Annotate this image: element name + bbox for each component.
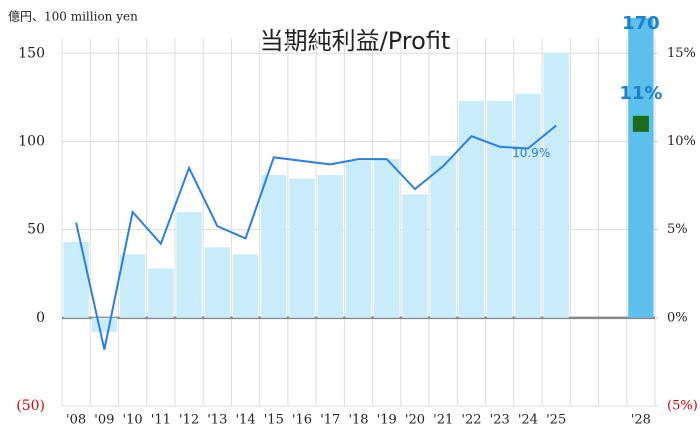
bar bbox=[543, 53, 569, 318]
bar bbox=[458, 100, 485, 318]
x-tick-label: '22 bbox=[461, 413, 481, 428]
y2-tick-label: 10% bbox=[667, 134, 696, 149]
chart-title: 当期純利益/Profit bbox=[260, 27, 451, 55]
bar bbox=[204, 247, 231, 318]
x-tick-label: '16 bbox=[292, 413, 312, 428]
bar bbox=[345, 160, 372, 318]
bar bbox=[261, 174, 287, 318]
x-tick-label: '23 bbox=[490, 413, 510, 428]
x-tick-label: '13 bbox=[207, 413, 227, 428]
line bbox=[75, 124, 557, 350]
y2-tick-label: (5%) bbox=[667, 399, 698, 414]
y-tick-label: 100 bbox=[18, 133, 45, 149]
x-tick-label: '19 bbox=[377, 413, 397, 428]
x-tick-label: '17 bbox=[320, 413, 340, 428]
x-tick-label: '21 bbox=[433, 413, 453, 428]
bar bbox=[148, 268, 174, 318]
x-tick-label: '25 bbox=[546, 413, 566, 428]
bar bbox=[628, 18, 654, 318]
y2-tick-label: 0% bbox=[667, 310, 688, 325]
y-tick-label: 0 bbox=[36, 310, 45, 326]
line-value-label: 11% bbox=[619, 83, 662, 104]
bar bbox=[430, 155, 456, 318]
y-tick-label: 50 bbox=[27, 222, 45, 238]
bar bbox=[317, 174, 343, 318]
x-tick-label: '15 bbox=[264, 413, 284, 428]
y2-tick-label: 5% bbox=[667, 222, 688, 237]
bar bbox=[486, 100, 513, 318]
bar-value-label: 170 bbox=[622, 13, 660, 34]
x-tick-label: '11 bbox=[151, 413, 171, 428]
bar bbox=[515, 93, 541, 318]
y-tick-label: 150 bbox=[18, 45, 45, 61]
x-tick-label: '08 bbox=[66, 413, 86, 428]
bar bbox=[119, 254, 146, 318]
bar bbox=[232, 254, 259, 318]
x-tick-label: '09 bbox=[94, 413, 114, 428]
x-tick-label: '12 bbox=[179, 413, 199, 428]
bar bbox=[91, 317, 118, 332]
x-tick-label: '10 bbox=[123, 413, 143, 428]
bar bbox=[402, 194, 428, 318]
y2-tick-label: 15% bbox=[667, 46, 696, 61]
x-tick-label: '18 bbox=[348, 413, 368, 428]
bar bbox=[63, 241, 89, 318]
line-value-label: 10.9% bbox=[512, 146, 550, 160]
x-tick-label: '24 bbox=[518, 413, 538, 428]
x-tick-label: '14 bbox=[235, 413, 255, 428]
bar bbox=[374, 159, 400, 318]
y-axis-label: 億円、100 million yen bbox=[8, 10, 138, 24]
bar bbox=[176, 212, 202, 318]
target-marker bbox=[632, 115, 649, 132]
y-tick-label: (50) bbox=[16, 398, 45, 414]
x-tick-label: '20 bbox=[405, 413, 425, 428]
bar bbox=[289, 178, 315, 318]
x-tick-label: '28 bbox=[631, 413, 651, 428]
